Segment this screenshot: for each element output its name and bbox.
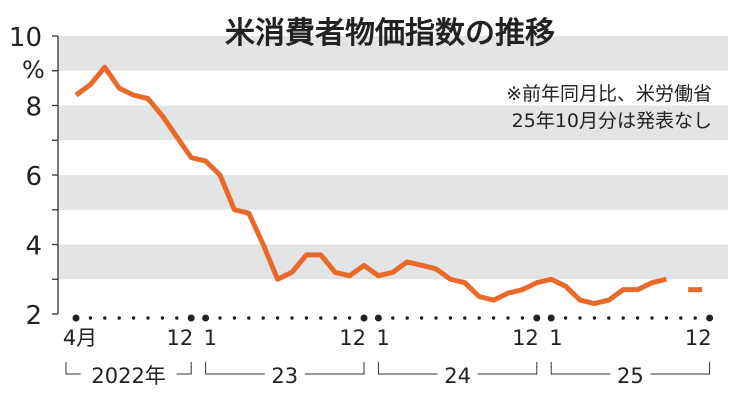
y-tick-label: 4 xyxy=(25,232,42,262)
y-axis: 2 4 6 8 10 xyxy=(9,23,59,331)
series-line xyxy=(74,64,703,307)
x-tick-dot xyxy=(491,316,496,320)
year-bracket xyxy=(550,362,711,375)
x-tick-dot xyxy=(434,316,438,320)
x-tick-dot xyxy=(333,316,337,320)
x-tick-dot xyxy=(405,316,409,320)
y-unit-label: % xyxy=(22,56,45,84)
x-tick-dot xyxy=(448,316,453,320)
x-tick-dot xyxy=(607,316,611,320)
x-tick-dot xyxy=(391,316,395,320)
x-month-label: 12 xyxy=(339,326,366,350)
year-label: 24 xyxy=(444,364,471,388)
x-tick-dot xyxy=(463,316,467,320)
year-bracket xyxy=(377,362,538,375)
x-tick-dot xyxy=(146,316,150,320)
x-tick-dot xyxy=(72,314,80,322)
y-tick-label: 10 xyxy=(9,23,42,53)
x-month-label: 1 xyxy=(549,326,562,350)
x-tick-dot xyxy=(160,316,165,320)
y-tick-label: 6 xyxy=(25,162,42,192)
x-tick-dot xyxy=(563,316,568,320)
x-month-label: 12 xyxy=(166,326,193,350)
x-tick-dot xyxy=(175,316,179,320)
year-label: 25 xyxy=(617,364,644,388)
x-tick-dot xyxy=(635,316,640,320)
x-tick-dot xyxy=(533,314,541,322)
x-tick-dot xyxy=(247,316,251,320)
x-tick-dot xyxy=(621,316,625,320)
x-tick-dot xyxy=(347,316,352,320)
x-tick-dot xyxy=(650,316,654,320)
x-month-label: 1 xyxy=(376,326,389,350)
grid-band xyxy=(58,36,728,71)
x-tick-dot xyxy=(261,316,265,320)
year-bracket xyxy=(65,362,192,375)
x-tick-dot xyxy=(117,316,121,320)
x-tick-dot xyxy=(218,316,222,320)
x-tick-dot xyxy=(88,316,93,320)
x-tick-dot xyxy=(275,316,280,320)
y-tick-label: 8 xyxy=(25,93,42,123)
x-tick-dot xyxy=(477,316,481,320)
x-tick-dot xyxy=(290,316,294,320)
year-label: 23 xyxy=(271,364,298,388)
x-tick-dot xyxy=(578,316,582,320)
x-tick-dot xyxy=(360,314,368,322)
x-tick-dot xyxy=(374,314,382,322)
series-line-segment xyxy=(74,64,667,307)
x-tick-dot xyxy=(547,314,555,322)
grid-bands xyxy=(58,36,728,280)
year-bracket xyxy=(205,362,365,375)
grid-band xyxy=(58,175,728,210)
x-tick-dot xyxy=(706,314,714,322)
x-month-label: 12 xyxy=(512,326,539,350)
x-month-label: 1 xyxy=(204,326,217,350)
x-tick-dot xyxy=(506,316,510,320)
note-line-2: 25年10月分は発表なし xyxy=(512,110,712,132)
note-line-1: ※前年同月比、米労働省 xyxy=(506,83,712,105)
x-tick-dot xyxy=(187,314,195,322)
x-tick-dot xyxy=(131,316,136,320)
chart-title: 米消費者物価指数の推移 xyxy=(225,16,555,51)
x-tick-dot xyxy=(304,316,309,320)
x-month-label: 4月 xyxy=(63,326,97,350)
x-tick-dot xyxy=(679,316,683,320)
x-tick-dot xyxy=(693,316,697,320)
x-tick-dot xyxy=(232,316,237,320)
x-tick-dot xyxy=(419,316,424,320)
x-tick-dot xyxy=(202,314,210,322)
x-tick-dot xyxy=(592,316,597,320)
x-tick-dot xyxy=(520,316,525,320)
x-tick-dot xyxy=(319,316,323,320)
x-month-label: 12 xyxy=(685,326,712,350)
x-tick-dot xyxy=(664,316,669,320)
x-tick-dot xyxy=(103,316,107,320)
year-label: 2022年 xyxy=(91,364,165,388)
y-tick-label: 2 xyxy=(25,301,42,331)
